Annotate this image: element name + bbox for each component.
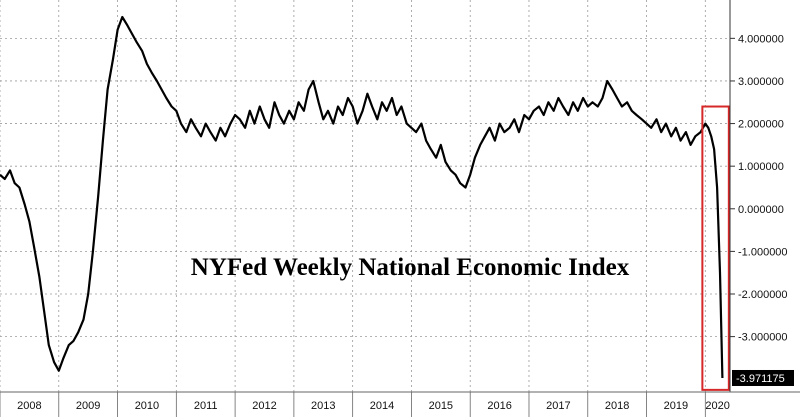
x-tick-label: 2017 [546,400,570,412]
y-tick-label: -2.000000 [738,289,788,301]
y-tick-label: -1.000000 [738,246,788,258]
y-tick-label: 1.000000 [738,161,784,173]
x-tick-label: 2016 [487,400,511,412]
last-value-label: -3.971175 [736,373,785,385]
series-layer [0,15,730,391]
highlight-box [701,105,730,391]
x-tick-label: 2013 [311,400,335,412]
x-tick-label: 2009 [76,400,100,412]
y-tick-label: 4.000000 [738,33,784,45]
chart-title: NYFed Weekly National Economic Index [191,254,630,281]
y-tick-label: 3.000000 [738,76,784,88]
x-tick-label: 2014 [370,400,394,412]
y-tick-label: 0.000000 [738,204,784,216]
y-tick-label: -3.000000 [738,332,788,344]
x-tick-label: 2012 [252,400,276,412]
x-tick-label: 2018 [605,400,629,412]
x-tick-label: 2010 [135,400,159,412]
x-tick-label: 2015 [429,400,453,412]
last-value-badge [732,369,794,386]
x-tick-label: 2008 [17,400,41,412]
x-tick-label: 2020 [705,400,729,412]
series-line [0,15,724,379]
x-tick-label: 2019 [664,400,688,412]
grid-lines [0,0,730,392]
y-tick-label: 2.000000 [738,119,784,131]
x-tick-label: 2011 [194,400,218,412]
